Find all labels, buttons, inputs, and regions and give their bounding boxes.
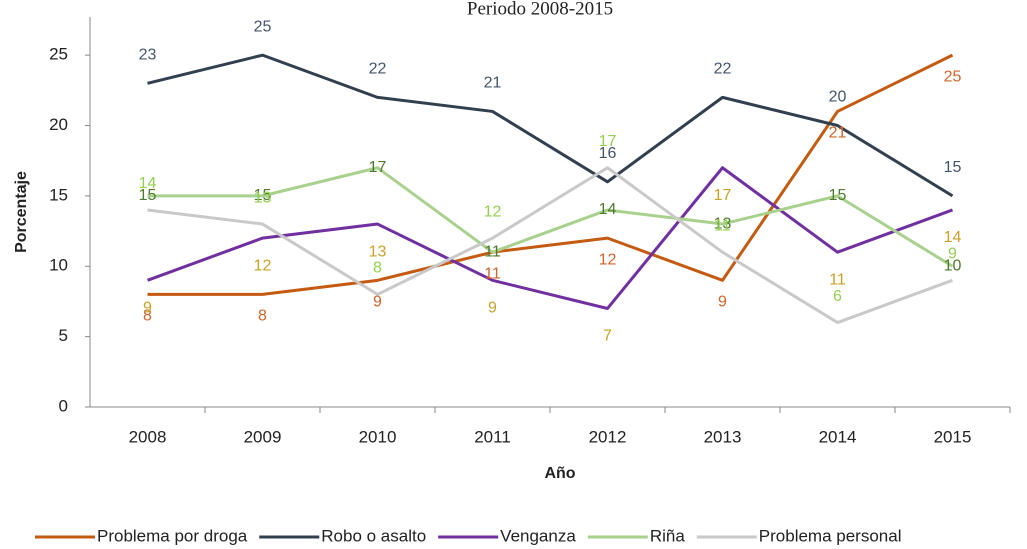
x-tick-label: 2013 — [704, 427, 742, 446]
data-label: 17 — [714, 187, 732, 204]
x-tick-label: 2008 — [129, 427, 167, 446]
legend-label: Riña — [650, 526, 686, 545]
data-label: 6 — [833, 288, 842, 305]
y-tick-label: 25 — [49, 45, 68, 64]
legend-label: Problema por droga — [97, 526, 248, 545]
x-tick-label: 2010 — [359, 427, 397, 446]
data-label: 21 — [484, 75, 502, 92]
data-label: 8 — [258, 308, 267, 325]
data-label: 11 — [714, 217, 731, 234]
data-label: 9 — [143, 300, 152, 317]
data-label: 14 — [944, 229, 962, 246]
data-label: 17 — [369, 159, 387, 176]
data-label: 13 — [369, 243, 387, 260]
data-label: 8 — [143, 308, 152, 325]
data-label: 16 — [599, 145, 617, 162]
data-label: 15 — [829, 187, 847, 204]
data-label: 14 — [139, 175, 157, 192]
data-label: 17 — [599, 133, 617, 150]
data-label: 9 — [948, 246, 957, 263]
y-tick-label: 5 — [59, 326, 68, 345]
data-label: 12 — [599, 251, 617, 268]
data-label: 21 — [829, 125, 847, 142]
data-label: 10 — [944, 257, 962, 274]
y-tick-label: 20 — [49, 115, 68, 134]
chart-title: Periodo 2008-2015 — [467, 0, 613, 19]
data-label: 13 — [254, 189, 272, 206]
data-label: 15 — [254, 187, 272, 204]
x-tick-label: 2014 — [819, 427, 857, 446]
series-line — [147, 53, 954, 296]
data-label: 9 — [373, 294, 382, 311]
data-label: 12 — [254, 257, 272, 274]
x-tick-label: 2015 — [934, 427, 972, 446]
data-label: 15 — [139, 187, 157, 204]
y-tick-label: 15 — [49, 185, 68, 204]
legend-label: Venganza — [500, 526, 576, 545]
y-tick-label: 10 — [49, 256, 68, 275]
data-label: 13 — [714, 215, 732, 232]
x-tick-label: 2009 — [244, 427, 282, 446]
x-axis-title: Año — [544, 465, 575, 482]
legend: Problema por droga Robo o asalto Venganza R… — [35, 526, 901, 545]
data-label: 14 — [599, 201, 617, 218]
data-label: 9 — [718, 294, 727, 311]
series-line — [147, 166, 954, 268]
data-label: 11 — [484, 265, 501, 282]
data-label: 9 — [488, 300, 497, 317]
data-label: 22 — [369, 61, 387, 78]
y-axis-title: Porcentaje — [13, 171, 30, 253]
data-label: 15 — [944, 159, 962, 176]
data-label: 25 — [254, 18, 272, 35]
legend-label: Robo o asalto — [321, 526, 426, 545]
data-label: 25 — [944, 68, 962, 85]
legend-label: Problema personal — [759, 526, 902, 545]
data-label: 7 — [603, 328, 612, 345]
data-label: 8 — [373, 260, 382, 277]
series-line — [147, 166, 954, 325]
x-tick-label: 2011 — [474, 427, 511, 446]
x-tick-label: 2012 — [589, 427, 627, 446]
series-line — [147, 53, 954, 198]
data-label: 23 — [139, 47, 157, 64]
y-tick-label: 0 — [59, 396, 68, 415]
data-label: 12 — [484, 203, 502, 220]
data-label: 20 — [829, 89, 847, 106]
data-label: 11 — [829, 271, 846, 288]
data-label: 22 — [714, 61, 732, 78]
data-label: 11 — [484, 243, 501, 260]
